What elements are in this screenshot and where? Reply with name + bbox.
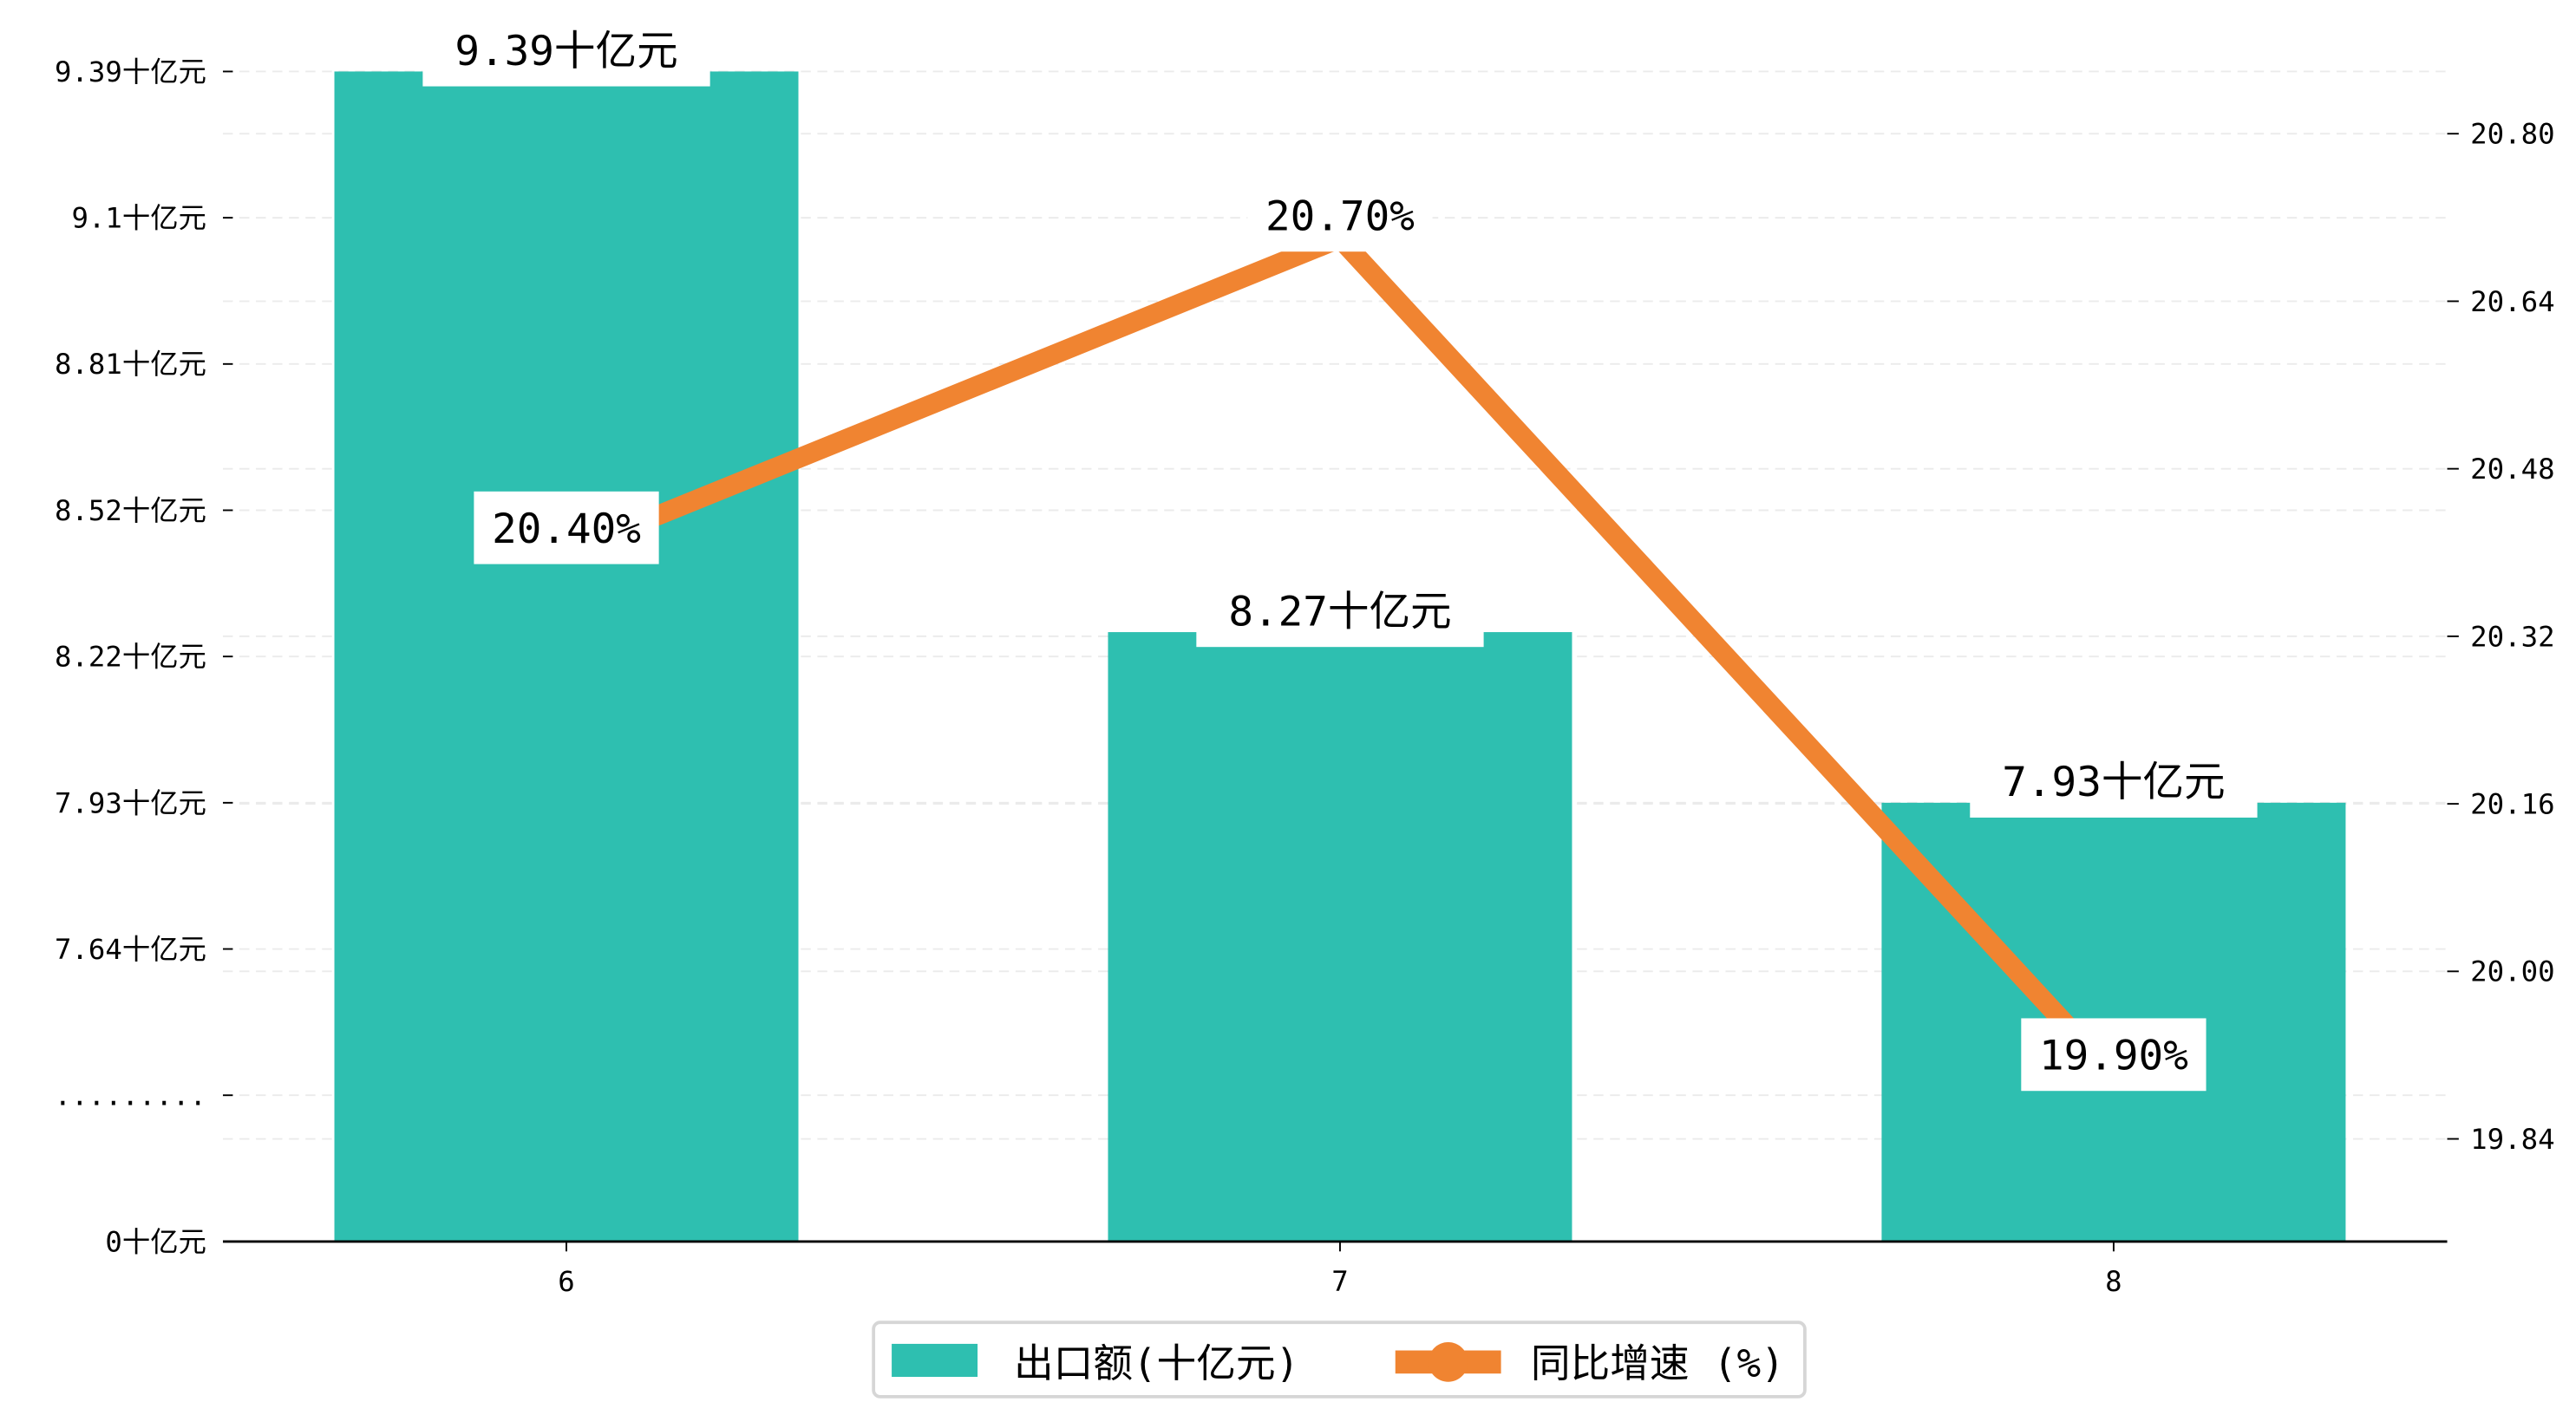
growth-value-label-box (2021, 1018, 2207, 1092)
legend: 出口额(十亿元) 同比增速 (%) (872, 1320, 1807, 1399)
legend-bar-swatch (892, 1343, 978, 1378)
axes: 0十亿元......... 7.64十亿元 7.93十亿元 8.22十亿元 8.52十亿… (55, 55, 2555, 1298)
right-tick-label: 20.00 (2470, 955, 2554, 988)
right-tick-label: 20.48 (2470, 453, 2554, 486)
bar-7 (1108, 632, 1572, 1242)
x-tick-label: 8 (2105, 1265, 2122, 1298)
growth-value-label: 19.90% (2039, 1032, 2188, 1079)
data-labels: 9.39十亿元 8.27十亿元 7.93十亿元 20.40% 20.70% 19.90% (422, 13, 2258, 1092)
legend-frame (872, 1320, 1807, 1399)
legend-label-growth: 同比增速 (%) (1531, 1340, 1785, 1386)
legend-label-export: 出口额(十亿元) (1014, 1340, 1299, 1386)
left-tick-label: 7.64十亿元 (55, 933, 206, 966)
left-tick-label: 8.22十亿元 (55, 641, 206, 674)
right-tick-label: 20.64 (2470, 285, 2554, 318)
bar-value-label: 9.39十亿元 (454, 28, 677, 75)
bar-value-label-box (422, 13, 710, 87)
x-tick-label: 7 (1331, 1265, 1348, 1298)
bar-6 (334, 71, 799, 1242)
left-tick-label: 0十亿元 (105, 1225, 206, 1258)
bar-value-label: 7.93十亿元 (2002, 759, 2225, 806)
right-tick-label: 20.32 (2470, 620, 2554, 653)
left-tick-label: 8.81十亿元 (55, 348, 206, 381)
left-tick-label: 7.93十亿元 (55, 786, 206, 819)
bar-value-label: 8.27十亿元 (1228, 588, 1451, 636)
growth-value-label-box (1247, 179, 1433, 252)
bar-value-label-box (1196, 574, 1484, 648)
growth-value-label: 20.70% (1265, 192, 1415, 240)
right-tick-label: 20.16 (2470, 788, 2554, 821)
bar-value-label-box (1970, 745, 2258, 818)
x-tick-label: 6 (558, 1265, 574, 1298)
right-tick-label: 19.84 (2470, 1123, 2554, 1156)
growth-value-label: 20.40% (492, 505, 641, 553)
left-tick-label: 9.39十亿元 (55, 55, 206, 88)
legend-marker-icon (1428, 1342, 1468, 1382)
left-tick-label: ......... (55, 1079, 206, 1112)
bars (334, 71, 2346, 1242)
left-tick-label: 8.52十亿元 (55, 494, 206, 527)
right-tick-label: 20.80 (2470, 118, 2554, 151)
growth-value-label-box (474, 491, 659, 564)
left-tick-label: 9.1十亿元 (71, 202, 206, 235)
